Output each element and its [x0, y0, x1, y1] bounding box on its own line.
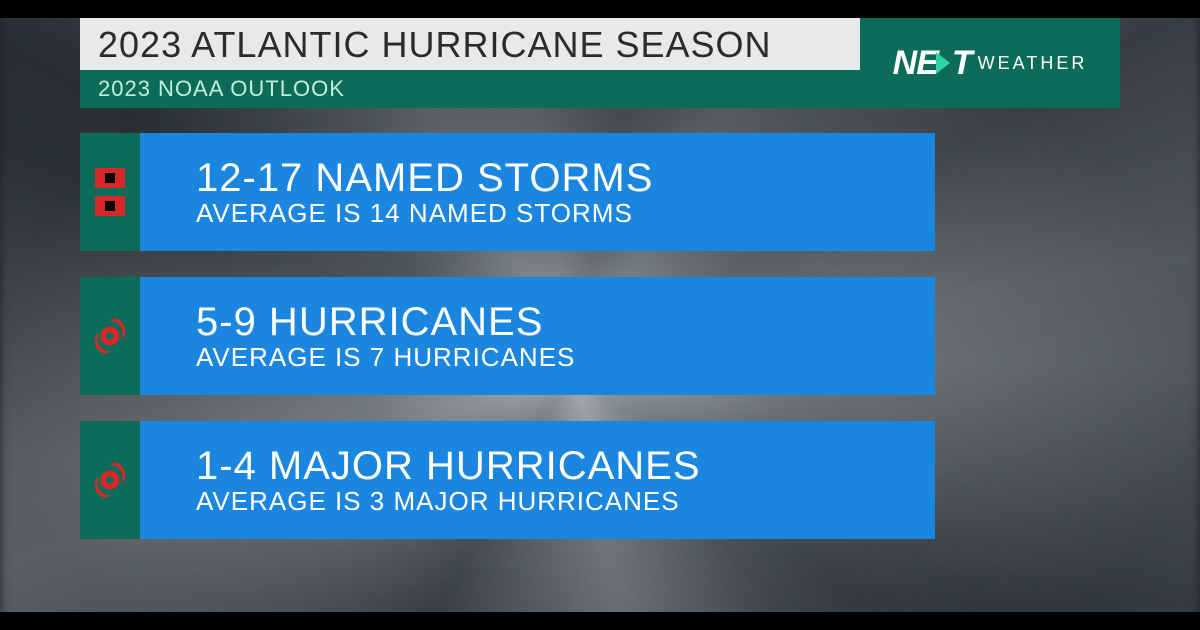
hurricane-flag-icon [95, 196, 125, 216]
header: 2023 ATLANTIC HURRICANE SEASON 2023 NOAA… [80, 18, 1120, 108]
panel-title: 12-17 NAMED STORMS [196, 157, 935, 199]
forecast-panels: 12-17 NAMED STORMS AVERAGE IS 14 NAMED S… [80, 133, 935, 539]
panel-icon-area [80, 277, 140, 395]
panel-icon-area [80, 421, 140, 539]
panel-subtitle: AVERAGE IS 3 MAJOR HURRICANES [196, 487, 935, 516]
logo-brand: NE T [893, 44, 972, 83]
panel-body: 12-17 NAMED STORMS AVERAGE IS 14 NAMED S… [140, 133, 935, 251]
letterbox-top [0, 0, 1200, 18]
title-block: 2023 ATLANTIC HURRICANE SEASON 2023 NOAA… [80, 18, 860, 108]
panel-body: 1-4 MAJOR HURRICANES AVERAGE IS 3 MAJOR … [140, 421, 935, 539]
panel-body: 5-9 HURRICANES AVERAGE IS 7 HURRICANES [140, 277, 935, 395]
logo-post: T [952, 44, 972, 83]
panel-icon-area [80, 133, 140, 251]
panel-named-storms: 12-17 NAMED STORMS AVERAGE IS 14 NAMED S… [80, 133, 935, 251]
hurricane-symbol-icon [91, 317, 129, 355]
chevron-icon [936, 52, 950, 74]
panel-title: 1-4 MAJOR HURRICANES [196, 445, 935, 487]
page-subtitle: 2023 NOAA OUTLOOK [80, 70, 860, 108]
panel-subtitle: AVERAGE IS 14 NAMED STORMS [196, 199, 935, 228]
panel-major-hurricanes: 1-4 MAJOR HURRICANES AVERAGE IS 3 MAJOR … [80, 421, 935, 539]
letterbox-bottom [0, 612, 1200, 630]
hurricane-symbol-icon [91, 461, 129, 499]
page-title: 2023 ATLANTIC HURRICANE SEASON [80, 18, 860, 70]
panel-subtitle: AVERAGE IS 7 HURRICANES [196, 343, 935, 372]
logo-pre: NE [893, 44, 938, 83]
panel-title: 5-9 HURRICANES [196, 301, 935, 343]
hurricane-flag-icon [95, 168, 125, 188]
logo-sub: WEATHER [978, 53, 1088, 74]
logo-block: NE T WEATHER [860, 18, 1120, 108]
panel-hurricanes: 5-9 HURRICANES AVERAGE IS 7 HURRICANES [80, 277, 935, 395]
